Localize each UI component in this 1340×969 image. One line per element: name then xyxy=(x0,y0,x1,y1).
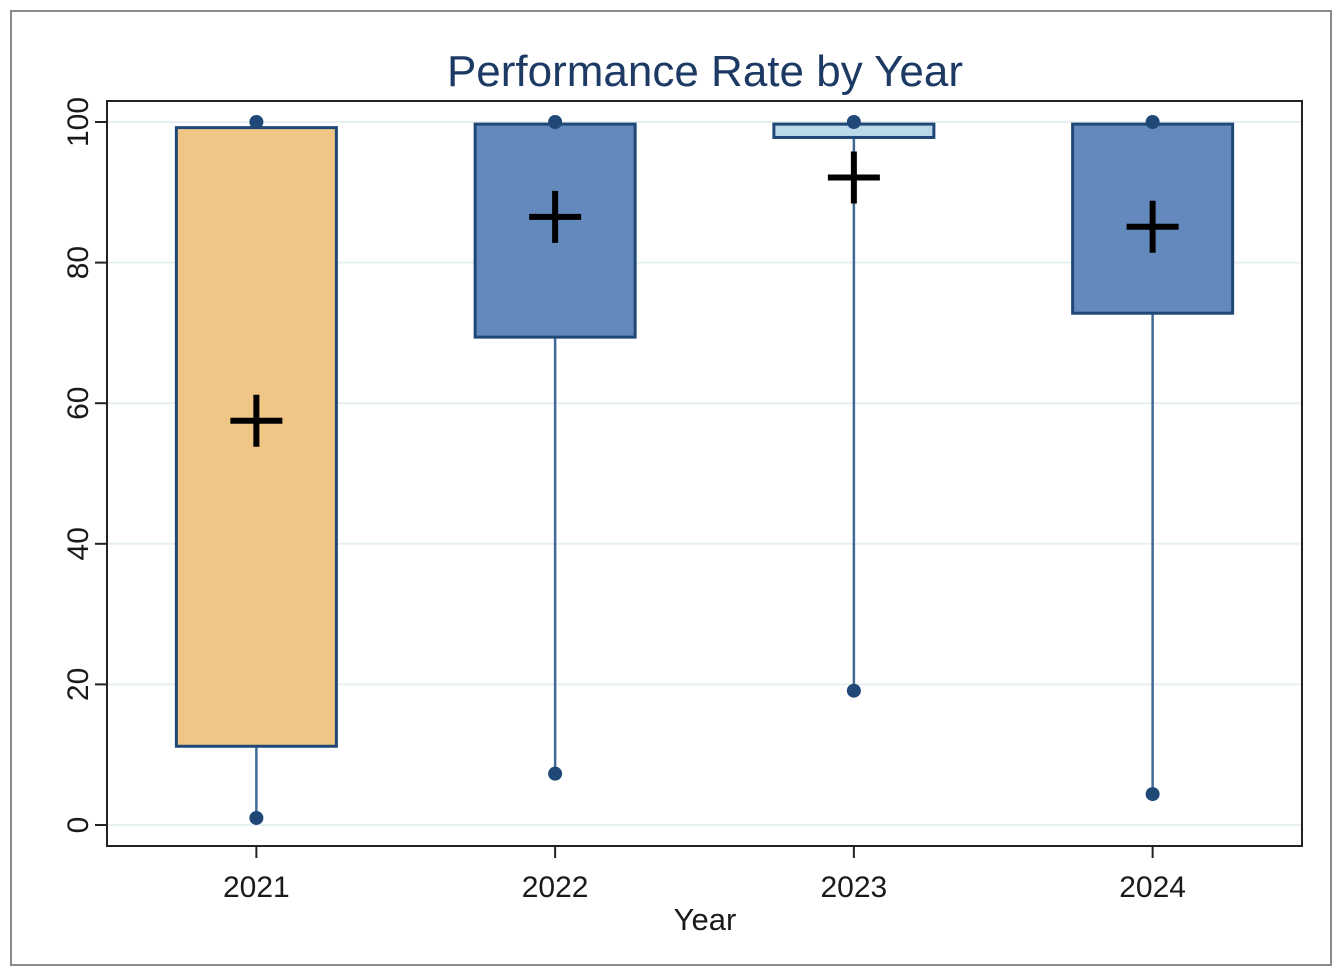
min-point xyxy=(548,767,562,781)
chart-title: Performance Rate by Year xyxy=(447,47,963,96)
y-tick-label: 20 xyxy=(62,668,95,701)
max-point xyxy=(548,115,562,129)
min-point xyxy=(1146,787,1160,801)
x-tick-label: 2024 xyxy=(1119,871,1186,904)
max-point xyxy=(249,115,263,129)
x-tick-label: 2023 xyxy=(821,871,888,904)
y-tick-label: 0 xyxy=(62,817,95,834)
max-point xyxy=(1146,115,1160,129)
x-tick-label: 2022 xyxy=(522,871,589,904)
x-axis-title: Year xyxy=(674,902,737,937)
min-point xyxy=(847,684,861,698)
max-point xyxy=(847,115,861,129)
x-tick-label: 2021 xyxy=(223,871,290,904)
min-point xyxy=(249,811,263,825)
y-tick-label: 40 xyxy=(62,527,95,560)
y-tick-label: 80 xyxy=(62,246,95,279)
y-tick-label: 100 xyxy=(62,97,95,147)
plot-area: 0 20 40 60 80 100 2021 2022 2023 2024 xyxy=(62,97,1302,904)
y-tick-label: 60 xyxy=(62,387,95,420)
